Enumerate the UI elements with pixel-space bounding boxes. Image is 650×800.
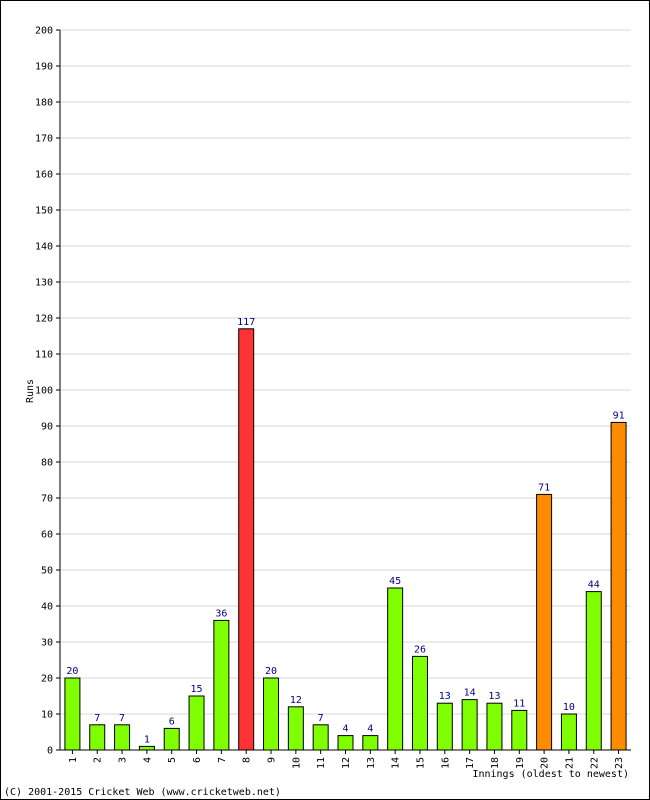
gridlines (60, 29, 631, 715)
y-tick-label: 150 (35, 206, 53, 217)
y-tick-label: 160 (35, 170, 53, 181)
axes (56, 29, 631, 754)
data-label: 13 (488, 691, 500, 702)
data-label: 36 (215, 608, 227, 619)
data-label: 71 (538, 482, 550, 493)
bar (387, 587, 404, 751)
data-label: 45 (389, 576, 401, 587)
x-tick-label: 7 (217, 757, 228, 763)
y-axis-title: Runs (25, 379, 36, 403)
x-tick-label: 14 (391, 757, 402, 769)
bar (486, 702, 503, 751)
data-label: 4 (342, 724, 348, 735)
data-label: 1 (144, 734, 150, 745)
data-label: 44 (588, 580, 600, 591)
bar (89, 724, 106, 751)
data-label: 4 (367, 724, 373, 735)
data-label: 20 (265, 666, 277, 677)
data-label: 117 (237, 317, 255, 328)
labels: 0102030405060708090100110120130140150160… (35, 26, 625, 770)
x-tick-label: 23 (614, 757, 625, 769)
y-tick-label: 90 (41, 422, 53, 433)
bar (238, 328, 255, 751)
x-tick-label: 15 (415, 757, 426, 769)
bar (337, 735, 354, 751)
y-tick-label: 20 (41, 674, 53, 685)
y-tick-label: 60 (41, 530, 53, 541)
x-tick-label: 16 (440, 757, 451, 769)
x-tick-label: 11 (316, 757, 327, 769)
data-label: 20 (66, 666, 78, 677)
bar (411, 655, 428, 751)
y-tick-label: 30 (41, 638, 53, 649)
bar (163, 727, 180, 751)
x-tick-label: 17 (465, 757, 476, 769)
bar (263, 677, 280, 751)
copyright-footer: (C) 2001-2015 Cricket Web (www.cricketwe… (4, 787, 281, 798)
data-label: 11 (513, 698, 525, 709)
x-tick-label: 10 (291, 757, 302, 769)
y-tick-label: 180 (35, 98, 53, 109)
x-tick-label: 1 (68, 757, 79, 763)
x-axis-title: Innings (oldest to newest) (472, 769, 629, 780)
y-tick-label: 50 (41, 566, 53, 577)
data-label: 13 (439, 691, 451, 702)
bar (287, 706, 304, 751)
data-label: 7 (318, 713, 324, 724)
x-tick-label: 13 (366, 757, 377, 769)
bar (536, 493, 553, 751)
bar (114, 724, 131, 751)
y-tick-label: 70 (41, 494, 53, 505)
data-label: 12 (290, 695, 302, 706)
x-tick-label: 18 (490, 757, 501, 769)
y-tick-label: 200 (35, 26, 53, 37)
bar (610, 421, 627, 751)
x-tick-label: 12 (341, 757, 352, 769)
x-tick-label: 3 (118, 757, 129, 763)
x-tick-label: 19 (515, 757, 526, 769)
data-label: 14 (464, 688, 476, 699)
data-label: 7 (94, 713, 100, 724)
x-tick-label: 8 (242, 757, 253, 763)
y-tick-label: 170 (35, 134, 53, 145)
bar (436, 702, 453, 751)
y-tick-label: 130 (35, 278, 53, 289)
y-tick-label: 100 (35, 386, 53, 397)
bar (461, 699, 478, 751)
data-label: 15 (191, 684, 203, 695)
y-tick-label: 80 (41, 458, 53, 469)
y-tick-label: 140 (35, 242, 53, 253)
y-tick-label: 120 (35, 314, 53, 325)
x-tick-label: 2 (93, 757, 104, 763)
y-tick-label: 40 (41, 602, 53, 613)
bar (560, 713, 577, 751)
data-label: 6 (169, 716, 175, 727)
x-tick-label: 20 (540, 757, 551, 769)
bars (64, 328, 627, 751)
y-tick-label: 190 (35, 62, 53, 73)
bar (64, 677, 81, 751)
data-label: 91 (613, 410, 625, 421)
y-tick-label: 10 (41, 710, 53, 721)
bar (188, 695, 205, 751)
data-label: 26 (414, 644, 426, 655)
x-tick-label: 21 (564, 757, 575, 769)
x-tick-label: 4 (142, 757, 153, 763)
bar (511, 709, 528, 751)
bar (138, 745, 155, 751)
x-tick-label: 22 (589, 757, 600, 769)
bar (585, 591, 602, 751)
y-tick-label: 0 (47, 746, 53, 757)
bar (362, 735, 379, 751)
x-tick-label: 9 (267, 757, 278, 763)
bar (213, 619, 230, 751)
bar (312, 724, 329, 751)
data-label: 7 (119, 713, 125, 724)
x-tick-label: 6 (192, 757, 203, 763)
x-tick-label: 5 (167, 757, 178, 763)
y-tick-label: 110 (35, 350, 53, 361)
data-label: 10 (563, 702, 575, 713)
